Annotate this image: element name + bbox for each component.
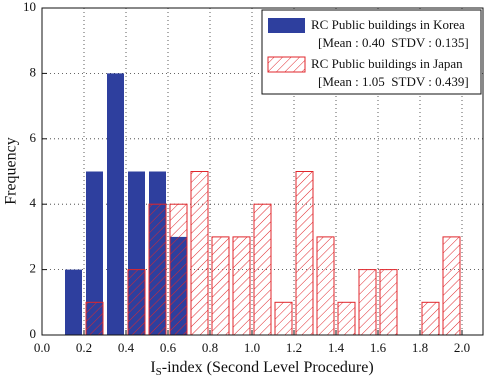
y-tick-label: 4 <box>30 195 37 210</box>
legend-stats: [Mean : 0.40 STDV : 0.135] <box>318 35 469 50</box>
legend-label: RC Public buildings in Japan <box>311 56 463 71</box>
bar <box>358 269 377 336</box>
x-tick-label: 0.4 <box>118 340 135 355</box>
bar <box>232 236 251 336</box>
legend-label: RC Public buildings in Korea <box>311 17 465 32</box>
x-tick-label: 1.4 <box>328 340 345 355</box>
x-tick-label: 1.2 <box>286 340 302 355</box>
x-tick-label: 0.0 <box>34 340 50 355</box>
bar <box>127 269 146 336</box>
x-tick-label: 2.0 <box>454 340 470 355</box>
bar <box>85 301 104 336</box>
bar <box>86 171 103 335</box>
x-tick-label: 0.8 <box>202 340 218 355</box>
bar <box>295 171 314 336</box>
x-axis-label: IS-index (Second Level Procedure) <box>150 359 373 378</box>
legend-stats: [Mean : 1.05 STDV : 0.439] <box>318 74 469 89</box>
y-tick-label: 10 <box>23 0 36 14</box>
bar <box>65 269 82 335</box>
bar <box>421 301 440 336</box>
bar <box>253 203 272 336</box>
bar <box>107 73 124 336</box>
x-tick-label: 1.0 <box>244 340 260 355</box>
legend-swatch <box>267 56 306 73</box>
y-axis-label: Frequency <box>3 137 20 205</box>
x-tick-label: 0.6 <box>160 340 177 355</box>
bar <box>148 203 167 336</box>
plot-frame <box>41 7 484 336</box>
y-tick-label: 0 <box>30 326 37 341</box>
x-tick-label: 1.6 <box>370 340 387 355</box>
x-tick-label: 0.2 <box>76 340 92 355</box>
bar <box>190 171 209 336</box>
bar <box>169 203 188 336</box>
bar <box>274 301 293 336</box>
y-tick-label: 6 <box>30 130 37 145</box>
bar <box>379 269 398 336</box>
bar <box>442 236 461 336</box>
bar <box>211 236 230 336</box>
x-tick-label: 1.8 <box>412 340 428 355</box>
legend-swatch <box>268 18 305 33</box>
y-tick-label: 8 <box>30 64 37 79</box>
bar <box>316 236 335 336</box>
y-tick-label: 2 <box>30 261 37 276</box>
bar <box>337 301 356 336</box>
